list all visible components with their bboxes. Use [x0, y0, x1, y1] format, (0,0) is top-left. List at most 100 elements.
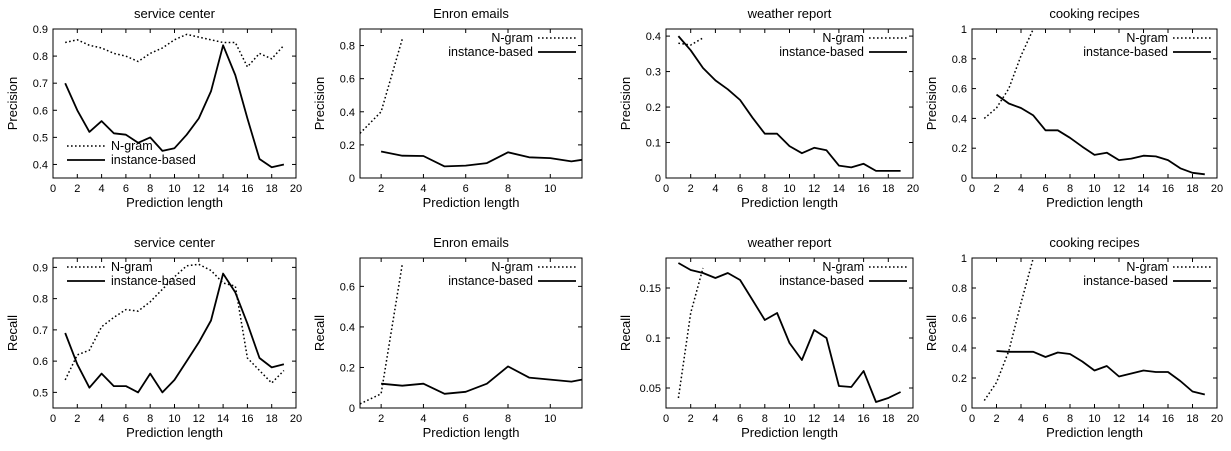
chart-6-y-tick-label: 0.2: [340, 362, 355, 374]
chart-6-x-tick-label: 10: [544, 413, 556, 425]
chart-7-x-tick-label: 18: [882, 413, 894, 425]
chart-5-title: service center: [134, 235, 216, 250]
chart-8-x-axis-label: Prediction length: [1046, 425, 1143, 440]
chart-4-x-tick-label: 8: [1067, 183, 1073, 195]
chart-1-legend-instance-based-label: instance-based: [111, 153, 196, 167]
chart-6-series-n-gram-line: [360, 263, 404, 405]
chart-6-legend-instance-based-label: instance-based: [448, 274, 533, 288]
chart-6-y-tick-label: 0.4: [340, 322, 355, 334]
chart-4-x-tick-label: 2: [993, 183, 999, 195]
chart-6-x-tick-label: 4: [420, 413, 426, 425]
chart-1-x-tick-label: 14: [217, 183, 229, 195]
chart-2-x-axis-label: Prediction length: [423, 195, 520, 210]
chart-8-series-instance-based-line: [996, 350, 1206, 396]
chart-5-x-tick-label: 14: [217, 413, 229, 425]
chart-2-enron-emails-precision: Enron emails 2 4 6 8 10 0 0.2 0.4 0.6 0.8 Predictio…: [312, 6, 583, 210]
chart-6-enron-emails-recall: Enron emails 2 4 6 8 10 0 0.2 0.4 0.6 Prediction l…: [312, 235, 583, 440]
chart-3-x-tick-label: 16: [857, 183, 869, 195]
chart-8-y-tick-label: 0.4: [952, 343, 967, 355]
chart-1-title: service center: [134, 6, 216, 21]
chart-4-x-tick-label: 4: [1018, 183, 1024, 195]
chart-8-cooking-recipes-recall: cooking recipes 0 2 4 6 8 10 12 14 16 18 20 0 0.2 0.4 0…: [924, 235, 1223, 440]
chart-4-x-tick-label: 6: [1042, 183, 1048, 195]
chart-1-x-tick-label: 18: [266, 183, 278, 195]
chart-1-y-tick-label: 0.7: [33, 78, 48, 90]
chart-3-legend-n-gram-label: N-gram: [822, 31, 864, 45]
chart-5-y-tick-label: 0.8: [33, 294, 48, 306]
chart-5-x-tick-label: 12: [193, 413, 205, 425]
chart-2-x-tick-label: 8: [505, 183, 511, 195]
chart-2-y-tick-label: 0.2: [340, 140, 355, 152]
chart-5-y-axis-label: Recall: [5, 315, 20, 351]
chart-7-y-tick-label: 0.15: [640, 283, 661, 295]
chart-3-legend-instance-based-label: instance-based: [779, 45, 864, 59]
chart-1-series-instance-based-line: [64, 44, 285, 169]
chart-3-x-tick-label: 4: [712, 183, 718, 195]
chart-8-x-tick-label: 2: [993, 413, 999, 425]
chart-3-series-n-gram-line: [678, 37, 704, 46]
chart-6-series-instance-based-line: [381, 365, 582, 395]
chart-3-y-axis-label: Precision: [618, 77, 633, 130]
chart-5-x-tick-label: 16: [241, 413, 253, 425]
chart-7-y-tick-label: 0.1: [646, 333, 661, 345]
chart-4-y-tick-label: 0: [961, 173, 967, 185]
chart-3-title: weather report: [747, 6, 832, 21]
chart-1-x-tick-label: 20: [290, 183, 302, 195]
chart-7-legend-instance-based-label: instance-based: [779, 274, 864, 288]
chart-8-x-tick-label: 6: [1042, 413, 1048, 425]
chart-1-y-tick-label: 0.6: [33, 105, 48, 117]
chart-3-x-tick-label: 10: [783, 183, 795, 195]
chart-4-y-tick-label: 0.2: [952, 143, 967, 155]
chart-6-plot-frame: [359, 257, 583, 409]
chart-7-title: weather report: [747, 235, 832, 250]
chart-5-service-center-recall: service center 0 2 4 6 8 10 12 14 16 18 20 0.5 0.6 0.7…: [5, 235, 302, 440]
chart-4-y-tick-label: 0.6: [952, 84, 967, 96]
chart-5-y-tick-label: 0.5: [33, 387, 48, 399]
chart-8-y-tick-label: 1: [961, 253, 967, 265]
chart-4-cooking-recipes-precision: cooking recipes 0 2 4 6 8 10 12 14 16 18 20 0 0.2 0.4 0…: [924, 6, 1223, 210]
chart-3-series-instance-based-line: [677, 35, 901, 172]
chart-8-x-tick-label: 10: [1088, 413, 1100, 425]
chart-7-x-axis-label: Prediction length: [741, 425, 838, 440]
chart-5-series-instance-based-line: [64, 272, 285, 394]
chart-5-x-tick-label: 0: [50, 413, 56, 425]
chart-6-legend-n-gram-label: N-gram: [491, 260, 533, 274]
chart-2-y-tick-label: 0.6: [340, 74, 355, 86]
chart-1-x-tick-label: 8: [147, 183, 153, 195]
chart-7-x-tick-label: 2: [688, 413, 694, 425]
chart-1-y-tick-label: 0.4: [33, 159, 48, 171]
chart-1-x-tick-label: 10: [168, 183, 180, 195]
chart-3-y-tick-label: 0.4: [646, 31, 661, 43]
chart-1-x-tick-label: 2: [74, 183, 80, 195]
chart-1-service-center-precision: service center 0 2 4 6 8 10 12 14 16 18 20 0.4 0.5 0.6…: [5, 6, 302, 210]
chart-2-y-tick-label: 0: [349, 173, 355, 185]
chart-8-y-tick-label: 0.8: [952, 283, 967, 295]
chart-6-x-axis-label: Prediction length: [423, 425, 520, 440]
chart-3-x-tick-label: 2: [688, 183, 694, 195]
chart-1-x-tick-label: 6: [123, 183, 129, 195]
chart-5-legend-instance-based-label: instance-based: [111, 274, 196, 288]
chart-7-x-tick-label: 8: [762, 413, 768, 425]
chart-6-title: Enron emails: [433, 235, 509, 250]
chart-3-x-tick-label: 12: [808, 183, 820, 195]
chart-5-x-tick-label: 8: [147, 413, 153, 425]
chart-6-y-tick-label: 0.6: [340, 281, 355, 293]
chart-4-series-instance-based-line: [995, 93, 1205, 176]
chart-6-x-tick-label: 2: [378, 413, 384, 425]
chart-5-x-axis-label: Prediction length: [126, 425, 223, 440]
chart-6-y-axis-label: Recall: [312, 315, 327, 351]
chart-3-x-tick-label: 6: [737, 183, 743, 195]
chart-2-x-tick-label: 6: [463, 183, 469, 195]
chart-8-y-axis-label: Recall: [924, 315, 939, 351]
chart-4-y-tick-label: 0.8: [952, 54, 967, 66]
chart-4-x-tick-label: 10: [1088, 183, 1100, 195]
chart-2-x-tick-label: 2: [378, 183, 384, 195]
chart-7-x-tick-label: 14: [833, 413, 845, 425]
chart-3-weather-report-precision: weather report 0 2 4 6 8 10 12 14 16 18 20 0 0.1 0.2 0.…: [618, 6, 919, 210]
chart-3-x-tick-label: 0: [663, 183, 669, 195]
chart-3-x-axis-label: Prediction length: [741, 195, 838, 210]
chart-1-x-tick-label: 16: [241, 183, 253, 195]
chart-1-x-axis-label: Prediction length: [126, 195, 223, 210]
chart-5-y-tick-label: 0.6: [33, 356, 48, 368]
